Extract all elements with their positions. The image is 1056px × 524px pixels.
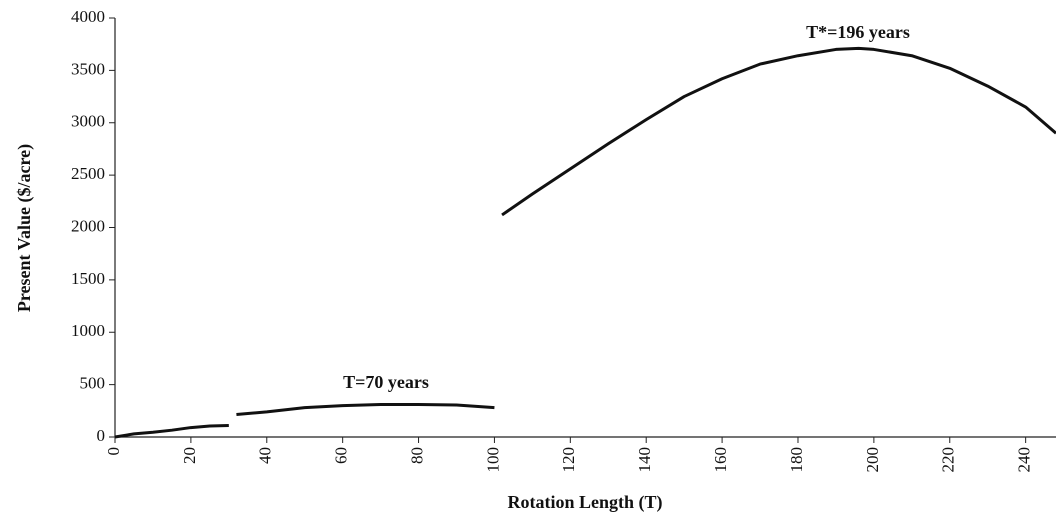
y-tick-label: 2500 bbox=[71, 164, 105, 183]
y-tick-label: 1500 bbox=[71, 269, 105, 288]
y-tick-label: 500 bbox=[80, 374, 106, 393]
y-tick-label: 1000 bbox=[71, 321, 105, 340]
y-tick-label: 2000 bbox=[71, 216, 105, 235]
line bbox=[501, 46, 1056, 217]
x-tick-label: 200 bbox=[863, 447, 882, 473]
x-tick-label: 140 bbox=[635, 447, 654, 473]
x-tick-label: 100 bbox=[483, 447, 502, 473]
x-tick-label: 120 bbox=[559, 447, 578, 473]
y-tick-label: 0 bbox=[97, 426, 106, 445]
annotation: T*=196 years bbox=[806, 22, 910, 42]
annotation: T=70 years bbox=[343, 372, 429, 392]
y-tick-label: 3500 bbox=[71, 59, 105, 78]
x-tick-label: 0 bbox=[104, 447, 123, 456]
x-tick-label: 40 bbox=[256, 447, 275, 464]
x-tick-label: 160 bbox=[711, 447, 730, 473]
y-tick-label: 4000 bbox=[71, 7, 105, 26]
x-tick-label: 20 bbox=[180, 447, 199, 464]
x-tick-label: 80 bbox=[407, 447, 426, 464]
x-tick-label: 60 bbox=[332, 447, 351, 464]
line bbox=[236, 403, 495, 416]
line bbox=[114, 423, 229, 439]
x-tick-label: 220 bbox=[939, 447, 958, 473]
y-tick-label: 3000 bbox=[71, 112, 105, 131]
x-tick-label: 180 bbox=[787, 447, 806, 473]
x-axis-label: Rotation Length (T) bbox=[507, 492, 662, 513]
x-tick-label: 240 bbox=[1015, 447, 1034, 473]
y-axis-label: Present Value ($/acre) bbox=[14, 144, 35, 312]
